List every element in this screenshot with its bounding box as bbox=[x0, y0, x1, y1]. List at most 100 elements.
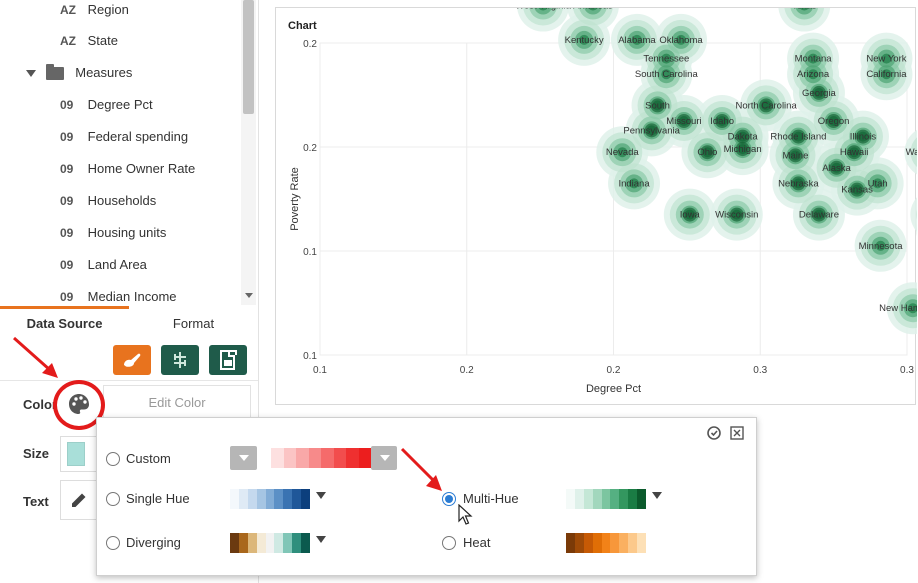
custom-color-ramp[interactable] bbox=[259, 448, 371, 468]
field-item-home-owner-rate[interactable]: 09 Home Owner Rate bbox=[60, 158, 195, 180]
state-label[interactable]: Nebraska bbox=[778, 178, 819, 189]
folder-icon bbox=[45, 64, 64, 81]
state-label[interactable]: Delaware bbox=[799, 210, 839, 221]
ramp-swatch bbox=[566, 489, 575, 509]
field-item-households[interactable]: 09 Households bbox=[60, 190, 156, 212]
state-label[interactable]: Idaho bbox=[710, 116, 734, 127]
state-label[interactable]: Illinois bbox=[850, 132, 877, 143]
reset-icon[interactable] bbox=[706, 425, 722, 441]
state-label[interactable]: Montana bbox=[795, 54, 833, 65]
field-item-region[interactable]: AZ Region bbox=[60, 0, 129, 21]
density-core bbox=[644, 123, 659, 138]
state-label[interactable]: Oregon bbox=[818, 116, 850, 127]
state-label[interactable]: Utah bbox=[868, 178, 888, 189]
diverging-dropdown-icon[interactable] bbox=[316, 536, 326, 543]
state-label[interactable]: Arkansas bbox=[573, 8, 613, 12]
field-item-median-income[interactable]: 09 Median Income bbox=[60, 286, 177, 305]
state-label[interactable]: West Virginia bbox=[515, 8, 571, 12]
text-type-badge: AZ bbox=[60, 34, 76, 48]
state-label[interactable]: North Carolina bbox=[735, 100, 797, 111]
chevron-down-icon[interactable] bbox=[26, 70, 36, 78]
scrollbar-thumb[interactable] bbox=[243, 0, 254, 114]
multi-hue-radio[interactable] bbox=[442, 492, 456, 506]
state-label[interactable]: South Carolina bbox=[635, 69, 699, 80]
field-item-housing-units[interactable]: 09 Housing units bbox=[60, 222, 166, 244]
color-palette-button[interactable] bbox=[113, 345, 151, 375]
density-core bbox=[682, 207, 697, 222]
field-item-land-area[interactable]: 09 Land Area bbox=[60, 254, 147, 276]
edit-color-button[interactable]: Edit Color bbox=[103, 385, 251, 419]
density-blob bbox=[799, 8, 809, 11]
state-label[interactable]: Tennessee bbox=[643, 54, 689, 65]
size-swatch-button[interactable] bbox=[60, 436, 98, 472]
state-label[interactable]: Pennsylvania bbox=[623, 125, 680, 136]
scroll-down-arrow-icon[interactable] bbox=[245, 293, 253, 298]
diverging-color-ramp[interactable] bbox=[230, 533, 311, 553]
state-label[interactable]: Rhode Island bbox=[770, 132, 826, 143]
number-type-badge: 09 bbox=[60, 98, 74, 112]
density-core bbox=[759, 98, 774, 113]
state-label[interactable]: Hawaii bbox=[840, 147, 869, 158]
single-hue-dropdown-icon[interactable] bbox=[316, 492, 326, 499]
state-label[interactable]: Dakota bbox=[728, 132, 759, 143]
text-label: Text bbox=[23, 494, 49, 509]
single-hue-color-ramp[interactable] bbox=[230, 489, 311, 509]
diverging-radio[interactable] bbox=[106, 536, 120, 550]
size-swatch bbox=[67, 442, 85, 466]
number-type-badge: 09 bbox=[60, 226, 74, 240]
state-label[interactable]: Kentucky bbox=[565, 35, 604, 46]
state-label[interactable]: Georgia bbox=[802, 88, 837, 99]
filter-settings-button[interactable] bbox=[161, 345, 199, 375]
state-label[interactable]: Iowa bbox=[680, 210, 701, 221]
custom-start-color-dropdown[interactable] bbox=[230, 446, 257, 470]
heat-label: Heat bbox=[463, 535, 491, 550]
state-label[interactable]: Alaska bbox=[822, 163, 851, 174]
state-label[interactable]: South bbox=[645, 100, 670, 111]
text-edit-button[interactable] bbox=[60, 480, 98, 520]
state-label[interactable]: Missouri bbox=[666, 116, 701, 127]
state-label[interactable]: California bbox=[866, 69, 907, 80]
x-tick-label: 0.1 bbox=[313, 365, 327, 376]
density-blob bbox=[907, 303, 917, 314]
custom-radio[interactable] bbox=[106, 452, 120, 466]
state-label[interactable]: Maine bbox=[783, 150, 809, 161]
close-icon[interactable] bbox=[729, 425, 745, 441]
density-core bbox=[788, 148, 803, 163]
multi-hue-dropdown-icon[interactable] bbox=[652, 492, 662, 499]
heat-color-ramp[interactable] bbox=[566, 533, 647, 553]
state-label[interactable]: Nevada bbox=[606, 147, 639, 158]
ramp-swatch bbox=[230, 533, 239, 553]
ramp-swatch bbox=[358, 448, 371, 468]
color-palette-popup: Custom Single Hue Diverging Multi-Hue He… bbox=[96, 417, 757, 576]
single-hue-label: Single Hue bbox=[126, 491, 190, 506]
annotation-arrow-icon bbox=[400, 447, 442, 491]
state-label[interactable]: New York bbox=[866, 54, 906, 65]
state-label[interactable]: Washington bbox=[906, 147, 917, 158]
field-item-degree-pct[interactable]: 09 Degree Pct bbox=[60, 94, 153, 116]
ramp-swatch bbox=[274, 489, 284, 509]
field-item-state[interactable]: AZ State bbox=[60, 30, 118, 52]
state-label[interactable]: Arizona bbox=[797, 69, 830, 80]
tab-data-source[interactable]: Data Source bbox=[26, 316, 103, 331]
multi-hue-color-ramp[interactable] bbox=[566, 489, 647, 509]
heat-radio[interactable] bbox=[442, 536, 456, 550]
state-label[interactable]: Indiana bbox=[618, 178, 650, 189]
state-label[interactable]: Minnesota bbox=[859, 241, 904, 252]
state-label[interactable]: Kansas bbox=[841, 185, 873, 196]
measures-folder[interactable]: Measures bbox=[26, 62, 132, 84]
state-label[interactable]: Michigan bbox=[724, 144, 762, 155]
single-hue-radio[interactable] bbox=[106, 492, 120, 506]
state-label[interactable]: Texas bbox=[792, 8, 817, 12]
chart-format-button[interactable] bbox=[209, 345, 247, 375]
state-label[interactable]: Alabama bbox=[618, 35, 656, 46]
tab-format[interactable]: Format bbox=[172, 316, 215, 331]
custom-end-color-dropdown[interactable] bbox=[371, 446, 397, 470]
field-item-federal-spending[interactable]: 09 Federal spending bbox=[60, 126, 188, 148]
density-chart[interactable]: 0.10.20.20.30.30.20.20.10.1MississippiLo… bbox=[276, 8, 917, 406]
state-label[interactable]: Ohio bbox=[697, 147, 717, 158]
state-label[interactable]: Oklahoma bbox=[659, 35, 703, 46]
ramp-swatch bbox=[292, 489, 302, 509]
ramp-swatch bbox=[301, 533, 311, 553]
state-label[interactable]: Wisconsin bbox=[715, 210, 758, 221]
state-label[interactable]: New Hampshire bbox=[879, 303, 917, 314]
